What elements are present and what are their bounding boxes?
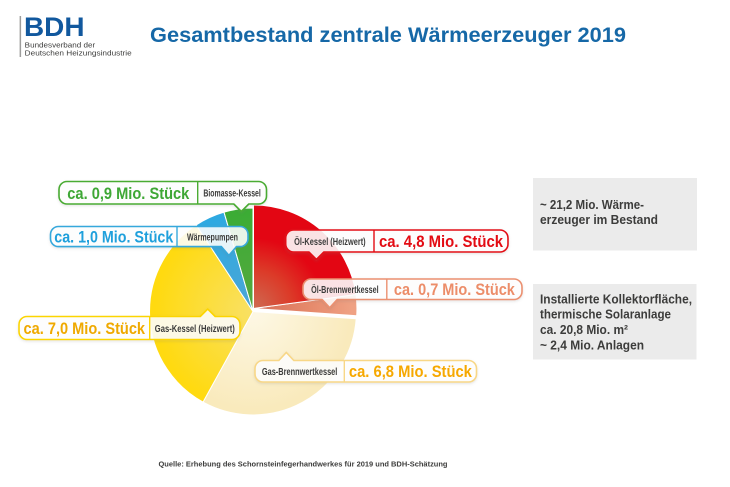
svg-text:ca. 0,9 Mio. Stück: ca. 0,9 Mio. Stück: [67, 185, 190, 203]
svg-text:Öl-Brennwertkessel: Öl-Brennwertkessel: [311, 283, 379, 296]
svg-text:~ 21,2 Mio. Wärme-: ~ 21,2 Mio. Wärme-: [540, 197, 644, 212]
svg-text:Wärmepumpen: Wärmepumpen: [187, 232, 238, 244]
svg-text:thermische Solaranlage: thermische Solaranlage: [540, 307, 671, 322]
svg-text:~ 2,4 Mio. Anlagen: ~ 2,4 Mio. Anlagen: [540, 338, 644, 353]
svg-text:Bundesverband der: Bundesverband der: [25, 41, 96, 50]
svg-text:ca. 20,8 Mio. m²: ca. 20,8 Mio. m²: [540, 322, 629, 337]
svg-text:Öl-Kessel (Heizwert): Öl-Kessel (Heizwert): [294, 235, 366, 248]
svg-text:ca. 0,7 Mio. Stück: ca. 0,7 Mio. Stück: [394, 281, 516, 299]
svg-text:erzeuger im Bestand: erzeuger im Bestand: [540, 212, 658, 227]
svg-text:Gesamtbestand zentrale Wärmeer: Gesamtbestand zentrale Wärmeerzeuger 201…: [150, 24, 626, 47]
svg-text:Quelle: Erhebung des Schornste: Quelle: Erhebung des Schornsteinfegerhan…: [159, 460, 448, 469]
svg-text:Deutschen Heizungsindustrie: Deutschen Heizungsindustrie: [25, 48, 132, 57]
svg-text:ca. 1,0 Mio. Stück: ca. 1,0 Mio. Stück: [54, 229, 174, 247]
svg-text:ca. 6,8 Mio. Stück: ca. 6,8 Mio. Stück: [349, 363, 473, 381]
svg-text:ca. 4,8 Mio. Stück: ca. 4,8 Mio. Stück: [379, 233, 504, 251]
svg-text:BDH: BDH: [24, 12, 85, 42]
svg-text:ca. 7,0 Mio. Stück: ca. 7,0 Mio. Stück: [24, 320, 146, 338]
svg-text:Gas-Kessel (Heizwert): Gas-Kessel (Heizwert): [155, 323, 235, 335]
svg-text:Installierte Kollektorfläche,: Installierte Kollektorfläche,: [540, 291, 692, 306]
svg-text:Biomasse-Kessel: Biomasse-Kessel: [203, 188, 261, 200]
svg-text:Gas-Brennwertkessel: Gas-Brennwertkessel: [262, 366, 338, 378]
